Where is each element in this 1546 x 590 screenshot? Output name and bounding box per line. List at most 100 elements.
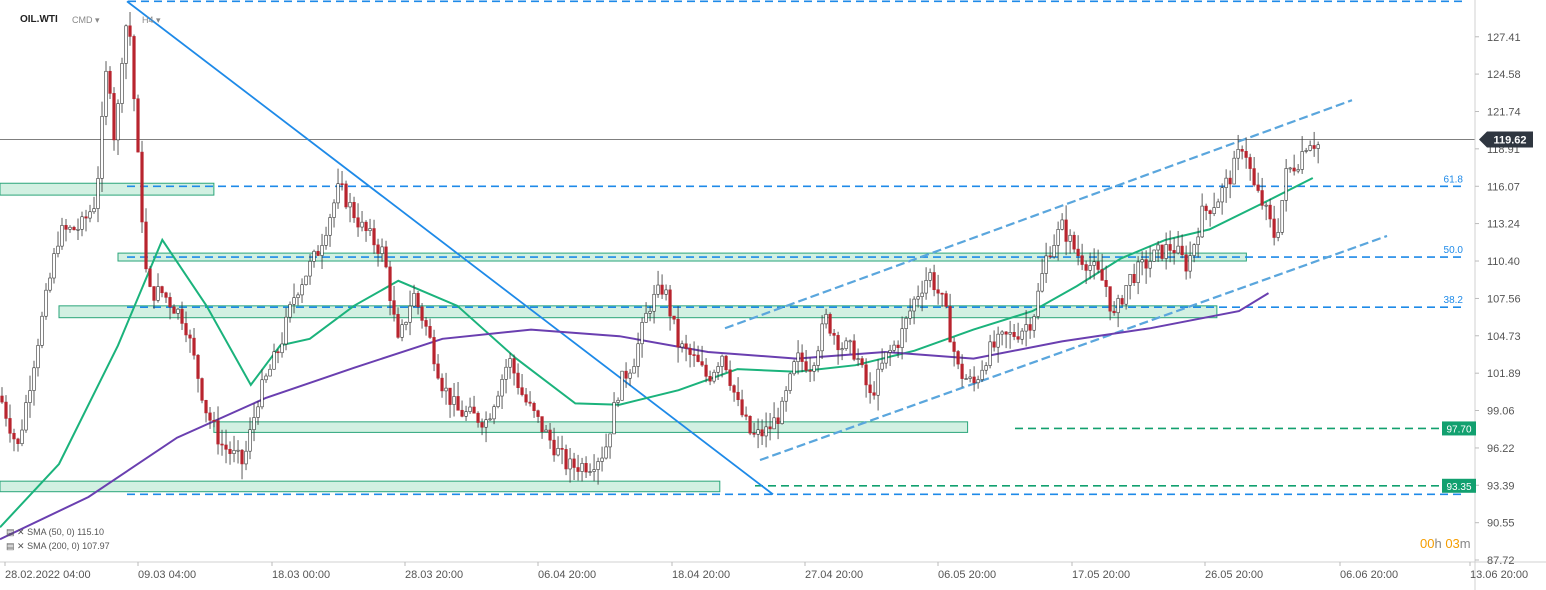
candle-body	[1252, 168, 1256, 186]
sma50-legend[interactable]: ▤ ✕ SMA (50, 0) 115.10	[6, 527, 104, 537]
candle-body	[460, 409, 464, 417]
candle-body	[788, 373, 792, 391]
candle-body	[612, 402, 616, 435]
candle-body	[20, 429, 24, 444]
candle-body	[816, 350, 820, 366]
candle-body	[368, 228, 372, 232]
candle-body	[512, 358, 516, 374]
candle-body	[232, 450, 236, 454]
candle-body	[396, 314, 400, 338]
y-tick-label: 127.41	[1487, 32, 1521, 44]
candle-body	[568, 458, 572, 470]
close-icon[interactable]: ✕	[17, 527, 25, 537]
fib-level-label: 38.2	[1444, 295, 1464, 306]
candle-body	[464, 411, 468, 417]
sma200-legend[interactable]: ▤ ✕ SMA (200, 0) 107.97	[6, 541, 110, 551]
candle-body	[116, 103, 120, 141]
candle-body	[4, 401, 8, 419]
x-tick-label: 28.03 20:00	[405, 569, 463, 581]
chevron-down-icon[interactable]: ▾	[156, 15, 161, 25]
candle-body	[868, 384, 872, 394]
candle-body	[372, 228, 376, 246]
candle-body	[960, 363, 964, 379]
settings-icon[interactable]: ▤	[6, 541, 15, 551]
candle-body	[708, 376, 712, 382]
candle-body	[248, 429, 252, 452]
instrument-symbol[interactable]: OIL.WTI	[20, 14, 58, 25]
candle-body	[668, 289, 672, 317]
downtrend-line	[126, 0, 774, 496]
support-resistance-zone	[0, 182, 215, 196]
candle-body	[744, 414, 748, 417]
candle-body	[360, 221, 364, 228]
candle-body	[748, 415, 752, 434]
candle-body	[8, 418, 12, 434]
candle-body	[364, 221, 368, 232]
candles-layer	[0, 12, 1320, 485]
candle-body	[312, 250, 316, 262]
candle-body	[616, 399, 620, 403]
candle-body	[716, 366, 720, 373]
candle-body	[1188, 255, 1192, 272]
candle-body	[596, 461, 600, 470]
x-tick-label: 26.05 20:00	[1205, 569, 1263, 581]
candle-body	[860, 358, 864, 366]
candle-body	[844, 340, 848, 349]
x-tick-label: 09.03 04:00	[138, 569, 196, 581]
candle-body	[560, 448, 564, 450]
candle-body	[440, 377, 444, 392]
candle-body	[1016, 336, 1020, 340]
candle-body	[68, 226, 72, 230]
y-tick-label: 93.39	[1487, 480, 1515, 492]
candle-body	[968, 376, 972, 379]
candle-body	[564, 449, 568, 470]
sma200-line	[0, 292, 1270, 541]
candle-body	[1008, 332, 1012, 335]
candle-body	[916, 296, 920, 300]
candle-body	[632, 366, 636, 374]
candle-body	[932, 272, 936, 291]
candle-body	[292, 297, 296, 305]
candle-body	[484, 419, 488, 428]
y-tick-label: 99.06	[1487, 406, 1515, 418]
candle-body	[1168, 244, 1172, 251]
candle-body	[348, 202, 352, 208]
candle-body	[300, 284, 304, 296]
candle-body	[676, 318, 680, 348]
candle-body	[1184, 254, 1188, 272]
candle-body	[496, 395, 500, 407]
candle-body	[1132, 274, 1136, 284]
candle-body	[28, 390, 32, 403]
candle-body	[736, 391, 740, 401]
candle-body	[340, 183, 344, 185]
candle-body	[540, 416, 544, 433]
candle-body	[1220, 187, 1224, 203]
sma50-line	[0, 177, 1314, 528]
y-tick-label: 90.55	[1487, 518, 1515, 530]
candle-body	[544, 429, 548, 433]
candle-body	[516, 372, 520, 388]
candle-body	[852, 340, 856, 360]
candle-body	[1232, 157, 1236, 185]
candle-body	[188, 334, 192, 339]
candle-body	[172, 306, 176, 314]
candle-body	[608, 433, 612, 448]
candle-body	[456, 396, 460, 411]
candle-body	[260, 379, 264, 408]
settings-icon[interactable]: ▤	[6, 527, 15, 537]
current-price-tag	[1479, 131, 1533, 148]
chevron-down-icon[interactable]: ▾	[95, 15, 100, 25]
candle-body	[144, 221, 148, 270]
candle-body	[1040, 273, 1044, 292]
candle-body	[1308, 145, 1312, 151]
x-tick-label: 18.04 20:00	[672, 569, 730, 581]
candle-body	[848, 340, 852, 343]
timeframe-selector[interactable]: H4 ▾	[142, 15, 161, 25]
y-tick-label: 101.89	[1487, 368, 1521, 380]
candle-body	[780, 400, 784, 424]
close-icon[interactable]: ✕	[17, 541, 25, 551]
candle-body	[1200, 205, 1204, 238]
candle-body	[1120, 298, 1124, 305]
candle-body	[892, 344, 896, 351]
